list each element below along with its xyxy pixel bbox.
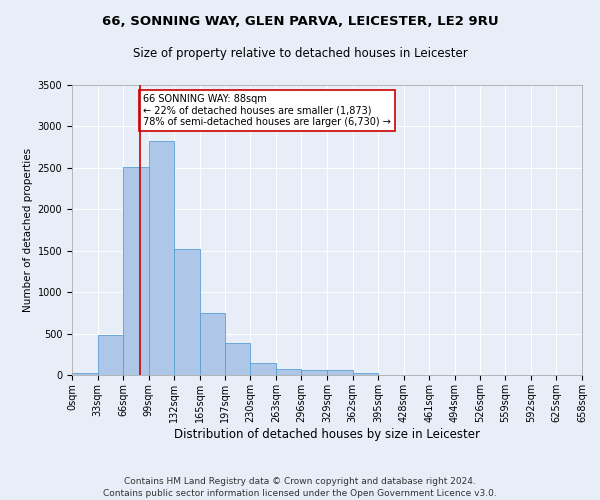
Bar <box>301 370 327 375</box>
Bar <box>123 167 149 375</box>
Bar <box>98 335 123 375</box>
Text: Contains HM Land Registry data © Crown copyright and database right 2024.: Contains HM Land Registry data © Crown c… <box>124 478 476 486</box>
Text: 66, SONNING WAY, GLEN PARVA, LEICESTER, LE2 9RU: 66, SONNING WAY, GLEN PARVA, LEICESTER, … <box>101 15 499 28</box>
Bar <box>276 369 301 375</box>
Bar <box>327 370 353 375</box>
Bar <box>224 342 250 375</box>
Text: Contains public sector information licensed under the Open Government Licence v3: Contains public sector information licen… <box>103 489 497 498</box>
Bar <box>200 313 224 375</box>
Y-axis label: Number of detached properties: Number of detached properties <box>23 148 34 312</box>
Bar <box>149 142 175 375</box>
Bar <box>353 374 378 375</box>
Bar <box>250 364 276 375</box>
Text: Size of property relative to detached houses in Leicester: Size of property relative to detached ho… <box>133 48 467 60</box>
Bar <box>72 372 98 375</box>
Text: 66 SONNING WAY: 88sqm
← 22% of detached houses are smaller (1,873)
78% of semi-d: 66 SONNING WAY: 88sqm ← 22% of detached … <box>143 94 391 127</box>
Bar <box>175 249 200 375</box>
X-axis label: Distribution of detached houses by size in Leicester: Distribution of detached houses by size … <box>174 428 480 440</box>
